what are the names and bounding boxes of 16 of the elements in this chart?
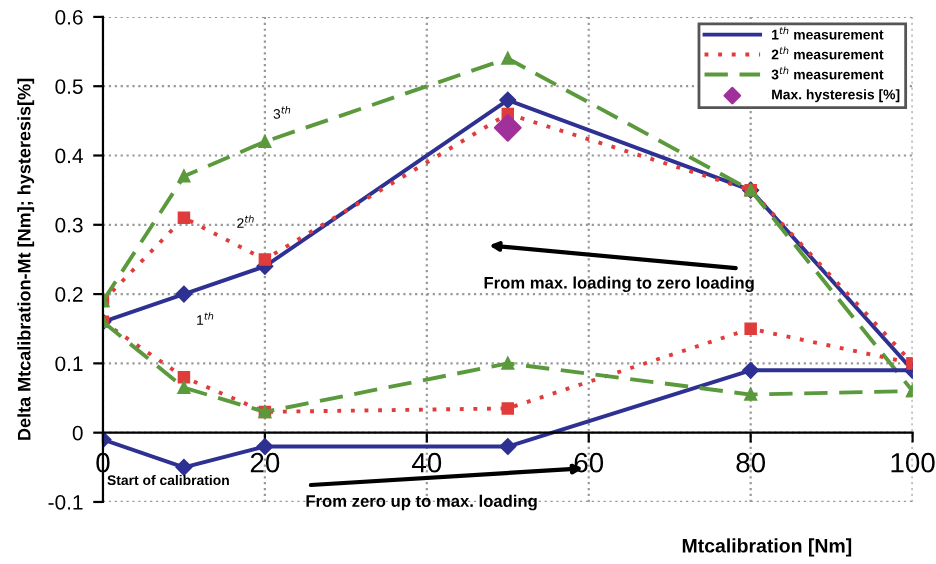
y-tick-label: 0.5 [55,79,83,94]
y-tick-label: 0.6 [55,9,83,25]
x-tick-label: 20 [250,452,280,473]
y-tick-label: 0.2 [55,287,83,302]
y-tick-label: 0.4 [55,148,83,164]
x-tick-label: 80 [736,452,766,473]
annotation: From max. loading to zero loading [484,276,754,293]
y-tick-label: 0.1 [55,356,83,372]
annotation: From zero up to max. loading [306,494,537,511]
y-tick-label: -0.1 [48,494,83,510]
x-axis-title: Mtcalibration [Nm] [682,538,852,557]
y-axis-title: Delta Mtcalibration-Mt [Nm]; hysteresis[%] [17,78,35,440]
x-tick-label: 100 [891,452,935,473]
x-tick-label: 40 [412,452,442,473]
y-tick-label: 0 [72,425,83,441]
y-tick-label: 0.3 [55,217,83,233]
